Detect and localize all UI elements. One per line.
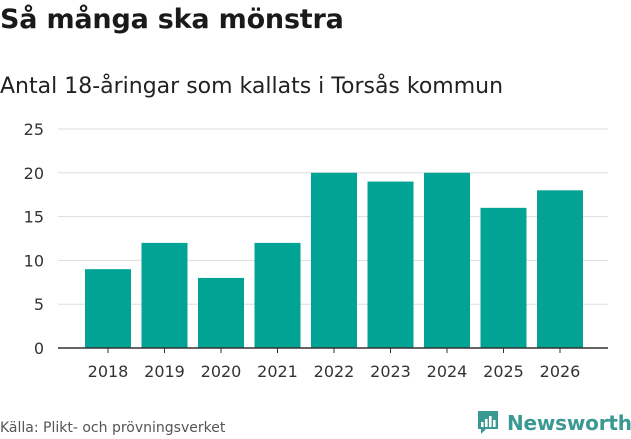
bar-2026: [537, 190, 583, 348]
y-tick-label: 10: [24, 251, 44, 270]
x-tick-label: 2025: [483, 362, 524, 381]
x-tick-label: 2022: [314, 362, 355, 381]
x-tick-label: 2018: [88, 362, 129, 381]
brand-logo: Newsworthy: [476, 408, 631, 438]
y-tick-label: 25: [24, 120, 44, 139]
y-tick-label: 5: [34, 295, 44, 314]
y-tick-label: 0: [34, 339, 44, 358]
brand-name: Newsworthy: [507, 411, 631, 435]
bar-2018: [85, 269, 131, 348]
bar-2022: [311, 172, 357, 348]
chart-subtitle: Antal 18-åringar som kallats i Torsås ko…: [0, 74, 504, 99]
bar-2024: [424, 172, 470, 348]
source-note: Källa: Plikt- och prövningsverket: [0, 420, 226, 436]
x-tick-label: 2021: [257, 362, 298, 381]
bar-2021: [254, 242, 301, 348]
bar-2025: [480, 207, 527, 348]
x-tick-label: 2020: [201, 362, 242, 381]
bar-2020: [198, 277, 244, 348]
chart-title: Så många ska mönstra: [0, 4, 344, 35]
y-tick-label: 15: [24, 208, 44, 227]
bar-2019: [141, 242, 188, 348]
x-tick-label: 2023: [370, 362, 411, 381]
x-tick-label: 2019: [144, 362, 185, 381]
x-tick-label: 2026: [540, 362, 581, 381]
bar-2023: [367, 181, 414, 348]
y-tick-label: 20: [24, 164, 44, 183]
newsworthy-logo-icon: [478, 411, 498, 434]
x-tick-label: 2024: [427, 362, 468, 381]
